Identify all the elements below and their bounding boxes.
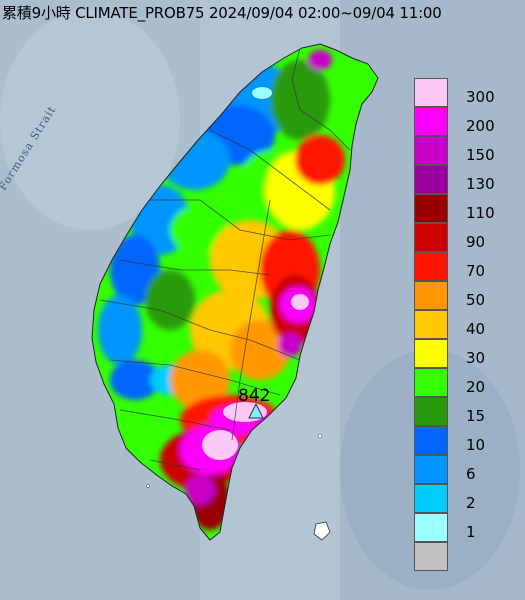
legend-swatch (414, 513, 448, 542)
legend-swatch (414, 281, 448, 310)
legend-label: 130 (466, 175, 495, 193)
legend-swatch (414, 223, 448, 252)
islet (317, 433, 323, 439)
legend-label: 15 (466, 407, 486, 425)
legend-swatch (414, 368, 448, 397)
legend-label: 30 (466, 349, 486, 367)
legend-swatch (414, 426, 448, 455)
legend-swatch (414, 136, 448, 165)
legend-swatch (414, 194, 448, 223)
legend-colorbar (414, 78, 448, 571)
legend-label: 10 (466, 436, 486, 454)
legend-label: 40 (466, 320, 486, 338)
legend-label: 200 (466, 117, 495, 135)
legend-label: 150 (466, 146, 495, 164)
legend-label: 90 (466, 233, 486, 251)
legend-swatch (414, 484, 448, 513)
legend-label: 2 (466, 494, 476, 512)
legend-label: 1 (466, 523, 476, 541)
legend-swatch (414, 310, 448, 339)
legend-label: 110 (466, 204, 495, 222)
max-rainfall-marker (248, 402, 264, 419)
legend-label: 6 (466, 465, 476, 483)
legend-label: 70 (466, 262, 486, 280)
legend-swatch (414, 339, 448, 368)
legend-label: 50 (466, 291, 486, 309)
map-title: 累積9小時 CLIMATE_PROB75 2024/09/04 02:00~09… (2, 4, 442, 22)
legend-label: 300 (466, 88, 495, 106)
orchid-island (313, 521, 331, 541)
legend-swatch (414, 455, 448, 484)
legend-label: 20 (466, 378, 486, 396)
legend-swatch (414, 252, 448, 281)
legend-swatch (414, 165, 448, 194)
legend-swatch (414, 397, 448, 426)
legend-swatch (414, 107, 448, 136)
legend-swatch (414, 78, 448, 107)
islet (146, 484, 150, 488)
max-value-label: 842 (238, 386, 271, 406)
legend-swatch (414, 542, 448, 571)
